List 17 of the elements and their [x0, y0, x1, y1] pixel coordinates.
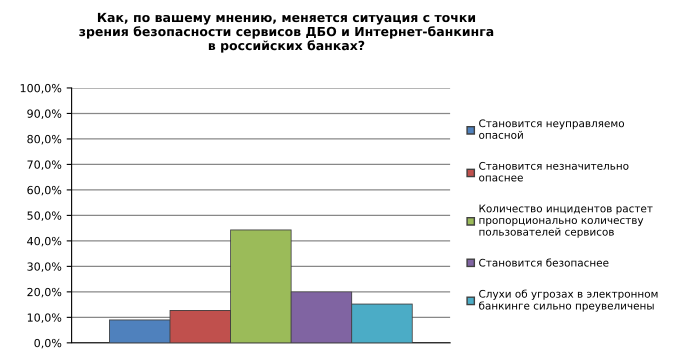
y-tick-label: 80,0% — [27, 134, 62, 144]
y-tick-label: 40,0% — [27, 236, 62, 246]
y-tick-label: 50,0% — [27, 211, 62, 221]
y-tick-label: 10,0% — [28, 313, 62, 323]
y-tick-label: 0,0% — [34, 338, 62, 348]
legend-label: Становится неуправляемо опасной — [479, 119, 624, 139]
legend-label: Становится безопаснее — [479, 258, 608, 267]
y-tick-label: 60,0% — [27, 186, 62, 196]
chart-title: Как, по вашему мнению, меняется ситуация с точки зрения безопасности сервисов ДБО и Интернет-банкинга в российских банках? — [79, 12, 494, 53]
legend-label: Количество инцидентов растет пропорционально количеству пользователей сервисов — [479, 204, 653, 238]
y-tick-label: 90,0% — [27, 109, 62, 119]
legend-label: Становится незначительно опаснее — [479, 162, 628, 182]
y-tick-label: 100,0% — [20, 84, 62, 94]
legend-label: Слухи об угрозах в электронном банкинге сильно преувеличены — [479, 289, 658, 312]
y-tick-label: 70,0% — [28, 160, 62, 170]
y-tick-label: 20,0% — [27, 288, 62, 298]
y-tick-label: 30,0% — [27, 262, 62, 272]
